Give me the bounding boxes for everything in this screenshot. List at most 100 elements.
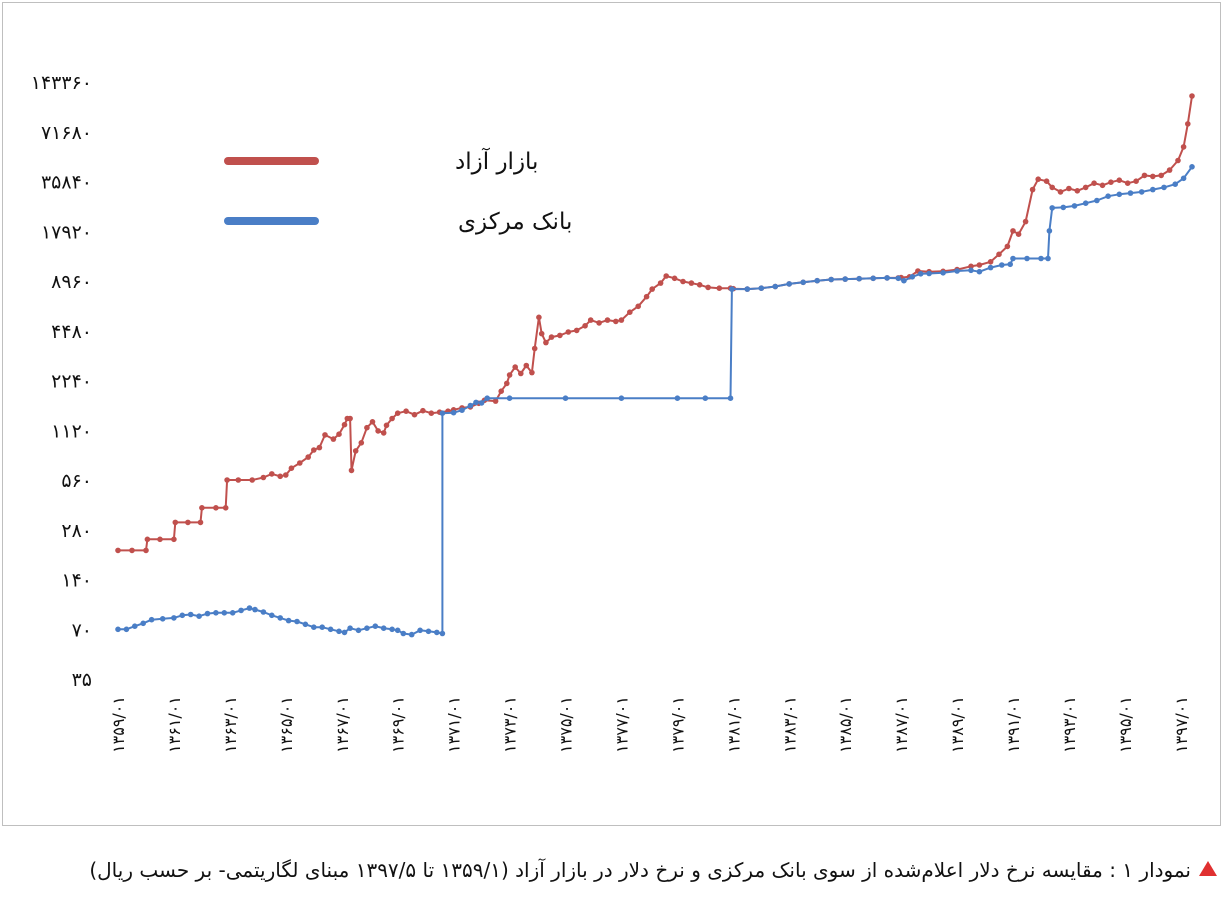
data-point	[1180, 144, 1187, 150]
data-point	[1043, 178, 1050, 184]
data-point	[277, 473, 284, 480]
data-point	[115, 626, 121, 633]
data-point	[380, 625, 387, 631]
data-point	[1175, 157, 1181, 164]
data-point	[1046, 228, 1053, 234]
data-point	[277, 615, 284, 621]
data-point	[543, 339, 549, 346]
data-point	[1141, 172, 1148, 179]
series-1	[115, 164, 1195, 638]
data-point	[618, 317, 625, 323]
data-point	[649, 286, 655, 292]
data-point	[705, 284, 711, 291]
data-point	[425, 628, 432, 635]
data-point	[1074, 188, 1081, 194]
data-point	[1049, 184, 1055, 191]
data-point	[372, 623, 379, 629]
data-point	[996, 251, 1002, 258]
data-point	[999, 262, 1005, 268]
data-point	[305, 454, 312, 460]
data-point	[531, 345, 538, 352]
data-point	[604, 317, 611, 323]
data-point	[213, 505, 219, 511]
data-point	[1049, 205, 1055, 211]
data-point	[506, 395, 513, 402]
x-tick-label: ۱۳۸۷/۰۱	[892, 696, 911, 753]
data-point	[657, 280, 664, 286]
data-point	[814, 277, 820, 284]
data-point	[1060, 204, 1067, 211]
data-point	[249, 477, 255, 483]
data-point	[260, 609, 267, 615]
data-point	[1116, 191, 1123, 198]
data-point	[159, 616, 166, 622]
data-point	[663, 273, 669, 279]
data-point	[786, 281, 792, 287]
x-tick-label: ۱۳۸۳/۰۱	[780, 696, 799, 753]
data-point	[1071, 203, 1078, 209]
data-point	[1138, 189, 1145, 195]
data-point	[400, 630, 407, 637]
x-tick-label: ۱۳۶۵/۰۱	[277, 696, 296, 753]
data-point	[729, 286, 735, 292]
x-axis-ticks: ۱۳۵۹/۰۱ ۱۳۶۱/۰۱ ۱۳۶۳/۰۱ ۱۳۶۵/۰۱ ۱۳۶۷/۰۱ ۱۳۶۹/…	[109, 696, 1191, 753]
data-point	[1185, 121, 1191, 127]
data-point	[1150, 173, 1156, 180]
data-point	[285, 617, 292, 624]
data-point	[1057, 189, 1064, 195]
data-point	[473, 399, 479, 406]
data-point	[380, 430, 387, 436]
data-point	[518, 370, 524, 377]
data-point	[294, 618, 300, 625]
data-point	[744, 286, 751, 292]
data-point	[538, 330, 545, 337]
data-point	[758, 285, 765, 292]
data-point	[199, 505, 205, 511]
x-tick-label: ۱۳۸۹/۰۱	[948, 696, 967, 753]
y-tick-label: ۷۱۶۸۰	[41, 122, 92, 144]
data-point	[635, 303, 641, 310]
data-point	[352, 448, 359, 454]
data-point	[172, 519, 179, 526]
series-layer	[115, 93, 1195, 638]
data-point	[1158, 172, 1164, 179]
data-point	[269, 612, 275, 619]
data-point	[394, 410, 401, 417]
data-point	[884, 275, 890, 281]
data-point	[341, 421, 348, 428]
data-point	[434, 629, 440, 636]
y-tick-label: ۲۸۰	[61, 520, 92, 542]
data-point	[954, 268, 960, 274]
data-point	[582, 323, 588, 329]
legend-label-central-bank: بانک مرکزی	[458, 209, 572, 235]
data-point	[283, 472, 289, 478]
y-tick-label: ۵۶۰	[61, 470, 92, 492]
data-point	[1099, 182, 1106, 189]
x-tick-label: ۱۳۹۷/۰۱	[1172, 696, 1191, 753]
y-tick-label: ۳۵۸۴۰	[41, 172, 92, 194]
data-point	[716, 285, 723, 292]
x-tick-label: ۱۳۷۹/۰۱	[668, 696, 687, 753]
data-point	[529, 369, 535, 376]
y-tick-label: ۳۵	[72, 669, 92, 691]
data-point	[976, 268, 983, 275]
data-point	[302, 621, 309, 628]
data-point	[727, 395, 734, 402]
data-point	[143, 547, 149, 554]
data-point	[311, 624, 317, 630]
data-point	[1094, 197, 1100, 204]
data-point	[1150, 186, 1156, 193]
data-point	[319, 624, 326, 630]
x-tick-label: ۱۳۶۹/۰۱	[389, 696, 408, 753]
data-point	[375, 428, 381, 434]
data-point	[288, 465, 295, 472]
data-point	[171, 615, 177, 621]
x-tick-label: ۱۳۸۱/۰۱	[724, 696, 743, 753]
data-point	[450, 409, 457, 416]
legend: بازار آزاد بانک مرکزی	[224, 147, 572, 235]
data-point	[439, 630, 446, 637]
x-tick-label: ۱۳۷۱/۰۱	[445, 696, 464, 753]
data-point	[171, 536, 177, 543]
y-tick-label: ۲۲۴۰	[51, 371, 92, 393]
data-point	[408, 631, 415, 638]
